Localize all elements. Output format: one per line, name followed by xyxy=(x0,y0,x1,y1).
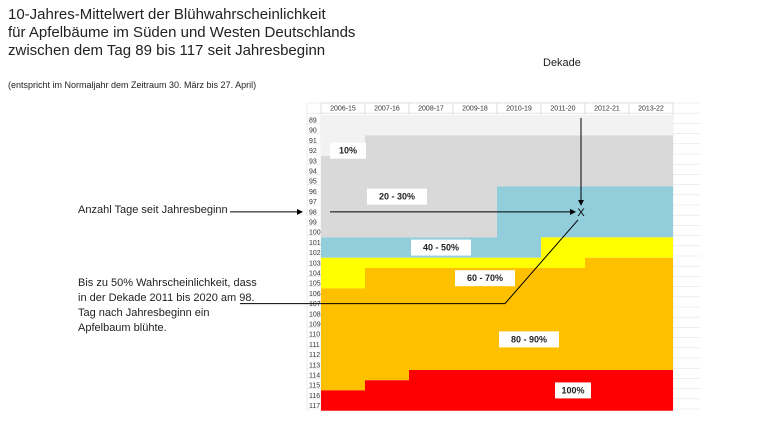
band-3 xyxy=(321,186,673,258)
y-tick-label: 105 xyxy=(309,281,321,288)
highlight-marker: X xyxy=(577,207,585,219)
band-label: 60 - 70% xyxy=(467,273,503,283)
y-tick-label: 109 xyxy=(309,322,321,329)
y-tick-label: 98 xyxy=(309,209,317,216)
band-label: 10% xyxy=(339,146,357,156)
chart-title-line-1: 10-Jahres-Mittelwert der Blühwahrscheinl… xyxy=(8,6,326,23)
band-5 xyxy=(321,257,673,391)
band-4 xyxy=(321,237,673,289)
annotation-lines: X xyxy=(230,118,585,305)
band-label-box xyxy=(499,331,559,348)
y-tick-label: 104 xyxy=(309,271,321,278)
days-annotation: Anzahl Tage seit Jahresbeginn xyxy=(78,204,228,216)
category-label: 2013-22 xyxy=(638,106,664,113)
y-tick-label: 91 xyxy=(309,138,317,145)
category-header-cell xyxy=(628,102,674,114)
y-tick-label: 93 xyxy=(309,158,317,165)
y-tick-label: 92 xyxy=(309,148,317,155)
category-label: 2006-15 xyxy=(330,106,356,113)
band-label: 80 - 90% xyxy=(511,334,547,344)
y-tick-label: 95 xyxy=(309,179,317,186)
y-tick-label: 99 xyxy=(309,220,317,227)
y-tick-label: 102 xyxy=(309,250,321,257)
category-label: 2011-20 xyxy=(550,106,575,113)
y-tick-label: 110 xyxy=(309,332,320,339)
band-label-box xyxy=(367,188,427,205)
axes: 2006-15 2007-16 2008-17 2009-18 2010-19 2011-… xyxy=(309,102,674,410)
explanation-annotation: Bis zu 50% Wahrscheinlichkeit, dass in d… xyxy=(78,277,257,334)
band-label-box xyxy=(455,270,515,287)
category-label: 2012-21 xyxy=(594,106,620,113)
band-label: 40 - 50% xyxy=(423,243,459,253)
y-tick-label: 100 xyxy=(309,230,321,237)
decade-label: Dekade xyxy=(543,57,581,69)
y-tick-label: 116 xyxy=(309,393,320,400)
band-label-box xyxy=(555,382,591,399)
explanation-leader-line xyxy=(240,219,579,305)
chart-note: (entspricht im Normaljahr dem Zeitraum 3… xyxy=(8,80,257,90)
y-tick-label: 106 xyxy=(309,291,321,298)
y-tick-label: 89 xyxy=(309,118,317,125)
y-tick-label: 90 xyxy=(309,128,317,135)
band-6 xyxy=(321,370,673,411)
y-tick-label: 107 xyxy=(309,301,321,308)
band-label: 100% xyxy=(561,385,584,395)
y-tick-label: 117 xyxy=(309,403,320,410)
chart-title-line-3: zwischen dem Tag 89 bis 117 seit Jahresb… xyxy=(8,42,326,59)
y-tick-label: 94 xyxy=(309,169,317,176)
y-tick-label: 108 xyxy=(309,311,321,318)
y-tick-label: 103 xyxy=(309,260,321,267)
chart-title-line-2: für Apfelbäume im Süden und Westen Deuts… xyxy=(8,24,356,41)
category-label: 2010-19 xyxy=(506,106,532,113)
y-tick-label: 111 xyxy=(309,342,320,349)
y-tick-label: 115 xyxy=(309,383,320,390)
band-labels: 10% 20 - 30% 40 - 50% 60 - 70% 80 - 90% 100% xyxy=(330,142,591,399)
category-label: 2008-17 xyxy=(418,106,444,113)
band-label-box xyxy=(330,142,366,159)
y-tick-label: 97 xyxy=(309,199,317,206)
y-tick-label: 101 xyxy=(309,240,321,247)
probability-bands xyxy=(321,115,673,411)
y-tick-label: 113 xyxy=(309,362,320,369)
band-label-box xyxy=(411,239,471,256)
y-tick-label: 114 xyxy=(309,373,320,380)
y-tick-label: 96 xyxy=(309,189,317,196)
category-label: 2007-16 xyxy=(374,106,400,113)
category-label: 2009-18 xyxy=(462,106,488,113)
band-label: 20 - 30% xyxy=(379,192,415,202)
y-tick-label: 112 xyxy=(309,352,320,359)
